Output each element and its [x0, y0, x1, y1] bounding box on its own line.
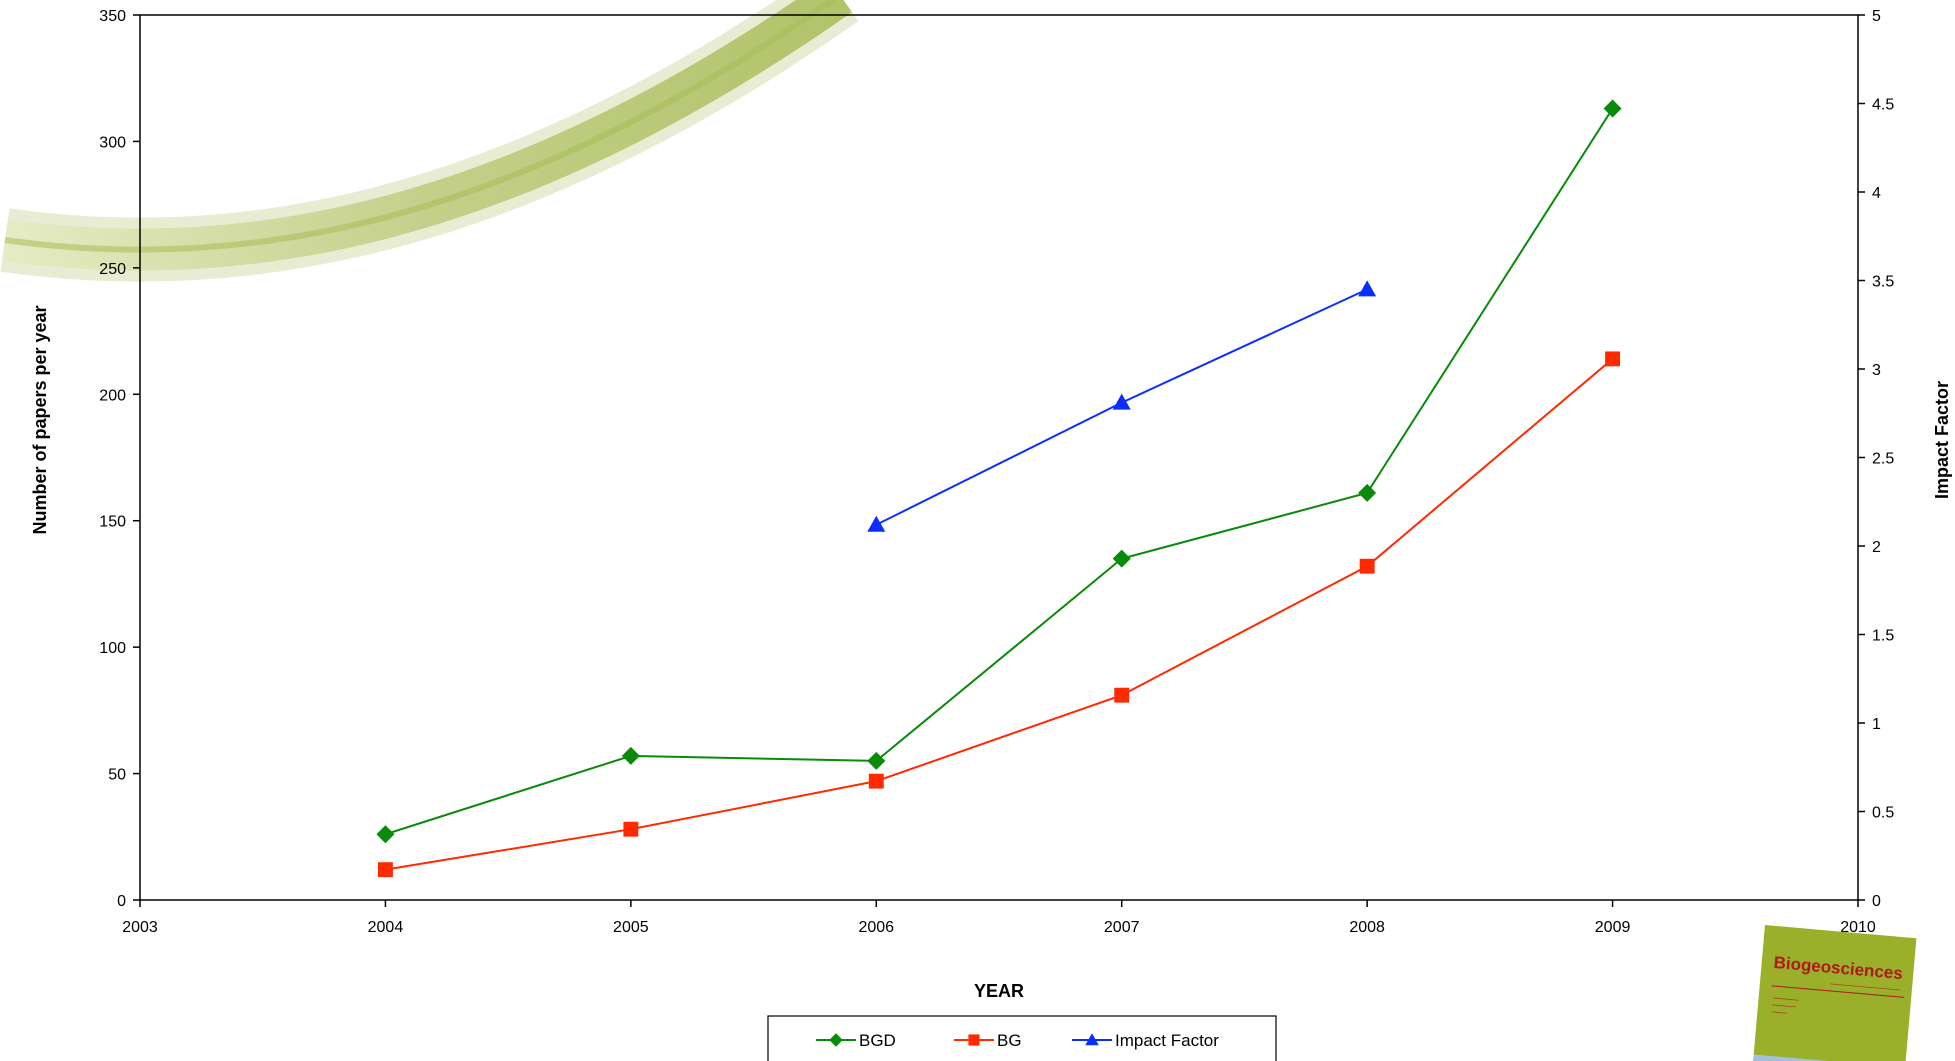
x-tick-label: 2007	[1104, 919, 1140, 936]
y2-tick-label: 1	[1872, 716, 1881, 733]
y2-tick-label: 0	[1872, 893, 1881, 910]
y2-tick-label: 2	[1872, 539, 1881, 556]
data-point-bg	[1114, 687, 1130, 703]
legend-items: BGD BG Impact Factor	[816, 1031, 1219, 1050]
cover-fine-print	[1772, 997, 1799, 1001]
y2-tick-label: 1.5	[1872, 628, 1894, 645]
plot-area	[139, 14, 1859, 901]
data-point-bg	[1605, 351, 1621, 367]
y2-axis-title: Impact Factor	[1932, 381, 1952, 499]
journal-cover-image: Biogeosciences	[1751, 925, 1917, 1061]
data-point-bg	[1359, 558, 1375, 574]
y2-tick-label: 2.5	[1872, 451, 1894, 468]
y2-tick-label: 4.5	[1872, 97, 1894, 114]
legend-label: BGD	[859, 1031, 896, 1050]
series-line-bgd	[385, 108, 1614, 836]
series-line-bg	[385, 358, 1614, 871]
cover-fine-print	[1830, 983, 1900, 991]
data-point-bgd	[376, 825, 395, 844]
data-point-bg	[377, 862, 393, 878]
y2-tick-label: 4	[1872, 185, 1881, 202]
data-point-bgd	[867, 751, 886, 770]
series-layer	[376, 99, 1622, 878]
x-tick-label: 2004	[368, 919, 404, 936]
legend-marker	[829, 1033, 843, 1047]
y2-tick-label: 5	[1872, 8, 1881, 25]
data-point-bgd	[621, 746, 640, 765]
cover-background	[1751, 925, 1917, 1061]
legend: BGD BG Impact Factor	[767, 1015, 1277, 1061]
y2-tick-label: 3	[1872, 362, 1881, 379]
legend-item-impact-factor: Impact Factor	[1072, 1031, 1219, 1050]
data-point-bgd	[1112, 549, 1131, 568]
cover-fine-print	[1772, 1004, 1797, 1008]
data-point-impact-factor	[1112, 393, 1131, 410]
x-axis-title: YEAR	[974, 981, 1024, 1001]
legend-marker	[968, 1034, 980, 1046]
y-tick-label: 250	[99, 261, 126, 278]
y-tick-label: 0	[117, 893, 126, 910]
data-point-bg	[868, 773, 884, 789]
x-tick-label: 2003	[122, 919, 158, 936]
y-tick-label: 150	[99, 514, 126, 531]
x-tick-label: 2009	[1595, 919, 1631, 936]
data-point-bg	[623, 821, 639, 837]
series-bgd	[376, 99, 1622, 844]
legend-item-bg: BG	[954, 1031, 1022, 1050]
y-tick-label: 350	[99, 8, 126, 25]
data-point-bgd	[1603, 99, 1622, 118]
series-bg	[377, 351, 1621, 878]
y-tick-label: 50	[108, 767, 126, 784]
cover-fine-print	[1771, 1011, 1788, 1014]
background-swoosh	[0, 0, 859, 282]
x-tick-label: 2006	[858, 919, 894, 936]
y2-tick-label: 3.5	[1872, 274, 1894, 291]
y-tick-label: 300	[99, 134, 126, 151]
legend-box	[767, 1015, 1277, 1061]
y-ticks: 0 50 100 150 200 250 300 350	[99, 8, 140, 910]
data-point-bgd	[1358, 483, 1377, 502]
legend-label: BG	[997, 1031, 1022, 1050]
cover-rule	[1771, 985, 1905, 998]
legend-item-bgd: BGD	[816, 1031, 896, 1050]
data-point-impact-factor	[1358, 280, 1377, 297]
y-tick-label: 200	[99, 387, 126, 404]
x-ticks: 2003 2004 2005 2006 2007 2008 2009 2010	[122, 900, 1876, 936]
x-tick-label: 2010	[1840, 919, 1876, 936]
x-tick-label: 2008	[1349, 919, 1385, 936]
y2-tick-label: 0.5	[1872, 805, 1894, 822]
series-impact-factor	[867, 280, 1377, 532]
y2-ticks: 0 0.5 1 1.5 2 2.5 3 3.5 4 4.5 5	[1858, 8, 1894, 910]
y-axis-title: Number of papers per year	[30, 305, 50, 534]
y-tick-label: 100	[99, 640, 126, 657]
x-tick-label: 2005	[613, 919, 649, 936]
legend-marker	[1085, 1033, 1099, 1046]
data-point-impact-factor	[867, 515, 886, 532]
legend-label: Impact Factor	[1115, 1031, 1219, 1050]
